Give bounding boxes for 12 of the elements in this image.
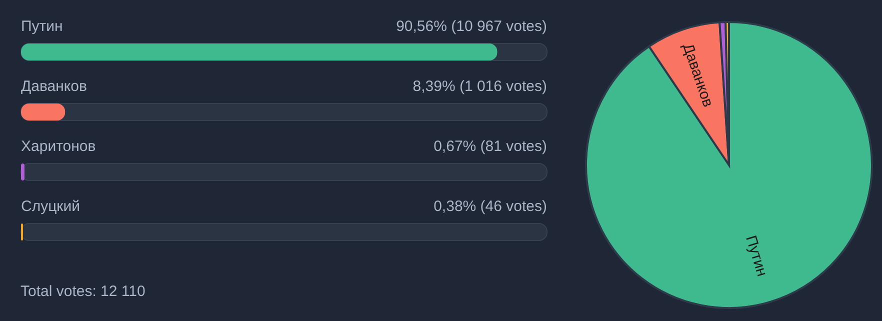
category-label: Даванков (21, 78, 87, 95)
pie-slice (585, 21, 873, 309)
bar (21, 104, 66, 120)
category-label: Путин (21, 18, 63, 35)
category-label: Слуцкий (21, 198, 80, 215)
data-label: 90,56% (10 967 votes) (396, 18, 547, 35)
data-label: 8,39% (1 016 votes) (412, 78, 547, 95)
text: Total votes: 12 110 (20, 283, 146, 300)
slice-label: Путин (742, 234, 771, 278)
data-label: 0,38% (46 votes) (434, 198, 547, 215)
category-label: Харитонов (21, 138, 96, 155)
data-label: 0,67% (81 votes) (434, 138, 547, 155)
